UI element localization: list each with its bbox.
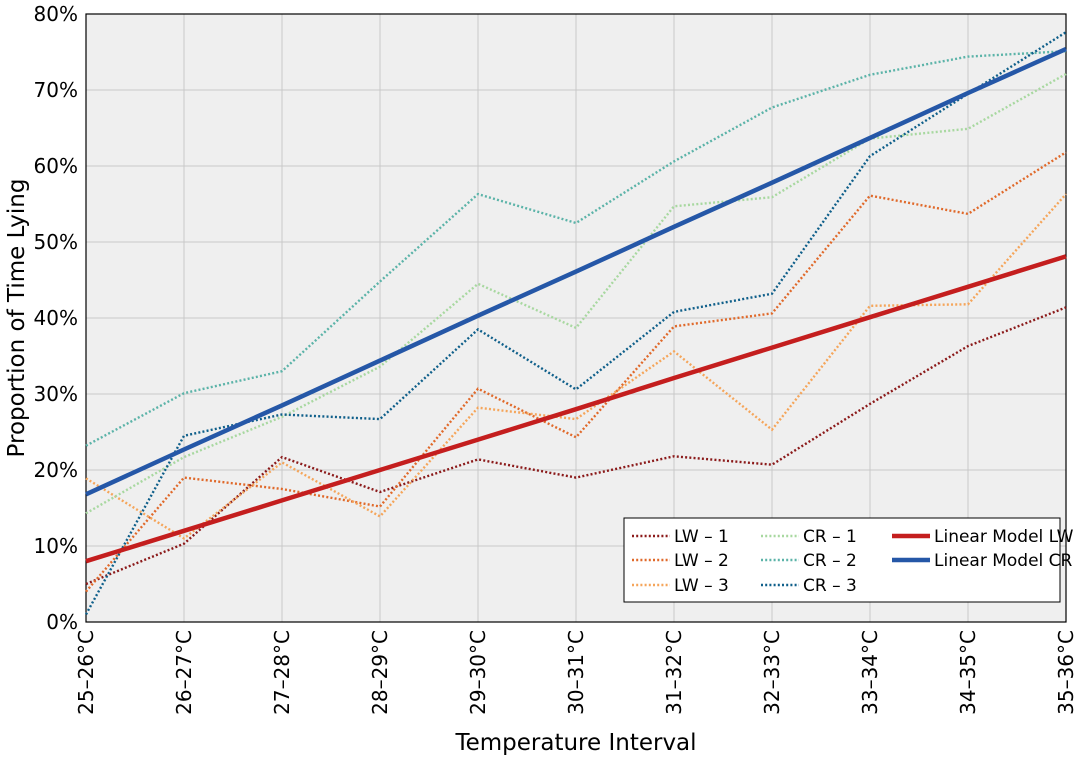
x-tick-label: 35–36°C — [1054, 630, 1078, 715]
series-line — [85, 306, 1067, 586]
x-tick-label: 29–30°C — [466, 630, 490, 715]
x-tick-label: 28–29°C — [368, 630, 392, 715]
legend-box — [623, 517, 1061, 603]
x-tick-label: 34–35°C — [956, 630, 980, 715]
y-tick-labels: 0% 10% 20% 30% 40% 50% 60% 70% 80% — [34, 2, 78, 634]
legend: LW – 1 LW – 2 LW – 3 CR – 1 CR – 2 CR – 3 Line… — [623, 517, 1074, 603]
x-tick-label: 30–31°C — [564, 630, 588, 715]
legend-label: CR – 3 — [803, 576, 857, 596]
legend-label: LW – 2 — [674, 551, 729, 571]
series-line — [85, 72, 1067, 515]
x-tick-label: 26–27°C — [172, 630, 196, 715]
x-tick-label: 27–28°C — [270, 630, 294, 715]
legend-label: CR – 2 — [803, 551, 857, 571]
legend-label: LW – 3 — [674, 576, 729, 596]
y-tick-label: 30% — [34, 382, 78, 406]
legend-label: Linear Model CR — [934, 551, 1073, 571]
x-tick-label: 31–32°C — [662, 630, 686, 715]
series-line — [85, 254, 1067, 564]
x-tick-labels: 25–26°C 26–27°C 27–28°C 28–29°C 29–30°C 30–31… — [74, 630, 1078, 715]
legend-label: Linear Model LW — [934, 527, 1074, 547]
legend-label: LW – 1 — [674, 527, 729, 547]
y-axis-title: Proportion of Time Lying — [4, 179, 30, 458]
y-tick-label: 80% — [34, 2, 78, 26]
series-lines — [84, 31, 1067, 615]
y-tick-label: 60% — [34, 154, 78, 178]
y-tick-label: 50% — [34, 230, 78, 254]
y-tick-label: 40% — [34, 306, 78, 330]
series-line — [85, 46, 1067, 497]
y-tick-label: 0% — [46, 610, 78, 634]
legend-label: CR – 1 — [803, 527, 857, 547]
x-tick-label: 25–26°C — [74, 630, 98, 715]
x-tick-label: 33–34°C — [858, 630, 882, 715]
x-axis-title: Temperature Interval — [454, 730, 696, 756]
y-tick-label: 20% — [34, 458, 78, 482]
plot-frame — [85, 13, 1067, 623]
series-line — [85, 193, 1067, 540]
series-line — [85, 50, 1067, 447]
x-tick-label: 32–33°C — [760, 630, 784, 715]
series-line — [85, 151, 1067, 593]
y-tick-label: 70% — [34, 78, 78, 102]
y-tick-label: 10% — [34, 534, 78, 558]
